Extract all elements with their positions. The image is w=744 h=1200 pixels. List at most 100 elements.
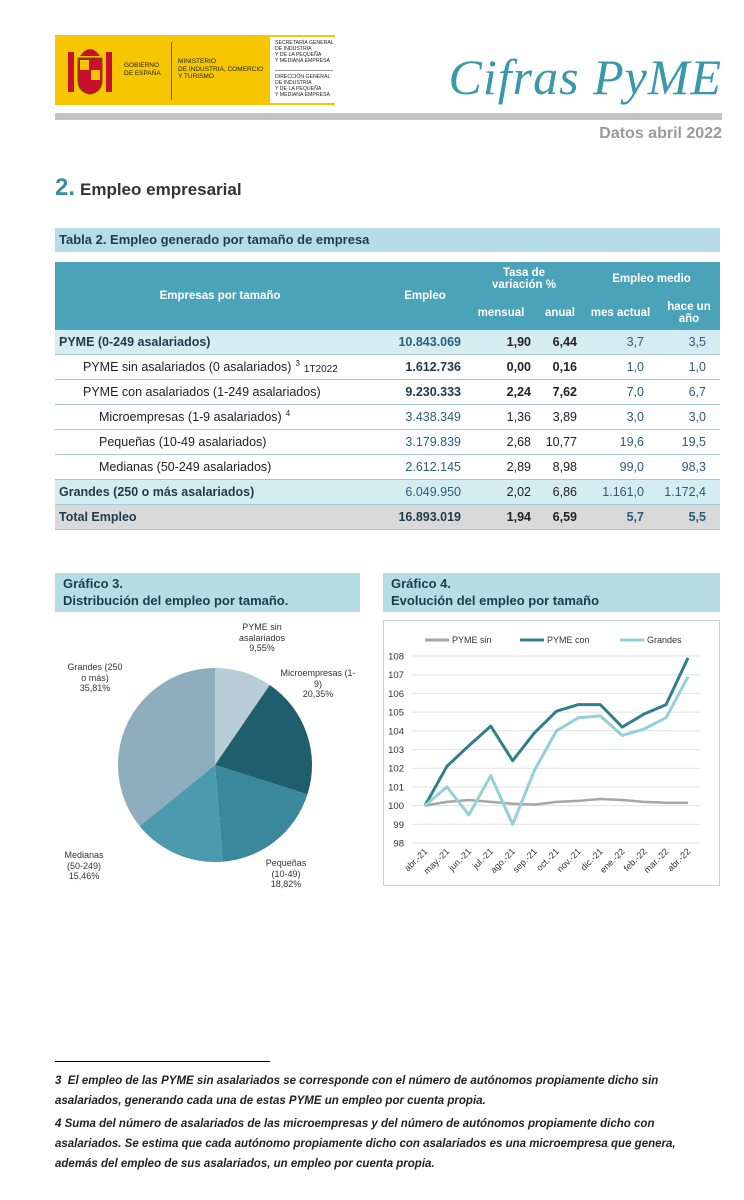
table-cell: 1.172,4 bbox=[658, 479, 720, 505]
table-cell: 3,0 bbox=[583, 404, 658, 430]
table-row: PYME con asalariados (1-249 asalariados)… bbox=[55, 379, 720, 405]
coat-of-arms bbox=[68, 49, 112, 95]
slice-label: Medianas (50-249) 15,46% bbox=[57, 850, 112, 882]
table-cell: 3.179.839 bbox=[385, 429, 465, 455]
pie-slice bbox=[117, 668, 215, 826]
table-cell: 8,98 bbox=[537, 454, 583, 480]
table-cell: 2,68 bbox=[465, 429, 537, 455]
header-cell: mensual bbox=[465, 296, 537, 330]
footnote-text: El empleo de las PYME sin asalariados se… bbox=[55, 1075, 659, 1107]
row-label: Grandes (250 o más asalariados) bbox=[55, 479, 385, 505]
table-cell: 3,0 bbox=[658, 404, 720, 430]
chart-title-line: Distribución del empleo por tamaño. bbox=[63, 593, 289, 608]
row-label: PYME sin asalariados (0 asalariados) 3 1T2… bbox=[55, 354, 385, 380]
table-cell: 3,7 bbox=[583, 330, 658, 355]
separator bbox=[171, 42, 172, 100]
slice-label: Grandes (250 o más) 35,81% bbox=[65, 662, 125, 694]
label-text: Medianas (50-249 asalariados) bbox=[99, 460, 272, 474]
table-cell: 5,7 bbox=[583, 504, 658, 530]
header-cell: mes actual bbox=[583, 296, 658, 330]
footnote-number: 3 bbox=[55, 1075, 62, 1087]
table-cell: 16.893.019 bbox=[385, 504, 465, 530]
logo-line: MINISTERIO bbox=[178, 58, 216, 65]
table-cell: 5,5 bbox=[658, 504, 720, 530]
footnote-rule bbox=[55, 1061, 270, 1062]
table-cell: 6,7 bbox=[658, 379, 720, 405]
table-cell: 6,59 bbox=[537, 504, 583, 530]
logo-line: Y DE LA PEQUEÑA bbox=[275, 86, 322, 92]
logo-line: DIRECCIÓN GENERAL bbox=[275, 74, 331, 80]
logo-line: Y DE LA PEQUEÑA bbox=[275, 52, 322, 58]
table-cell: 10,77 bbox=[537, 429, 583, 455]
header-cell: Empleo medio bbox=[583, 262, 720, 296]
footnote-ref: 3 bbox=[295, 359, 300, 369]
slice-label: PYME sin asalariados 9,55% bbox=[231, 622, 293, 654]
table-cell: 6,44 bbox=[537, 330, 583, 355]
label-text: Pequeñas (10-49 asalariados) bbox=[99, 435, 267, 449]
header-cell: hace un año bbox=[658, 296, 720, 330]
table-cell: 3,89 bbox=[537, 404, 583, 430]
header-cell: Empresas por tamaño bbox=[55, 262, 385, 330]
label-text: Grandes (250 o más asalariados) bbox=[59, 485, 255, 499]
table-cell: 1,90 bbox=[465, 330, 537, 355]
footnote: 3 El empleo de las PYME sin asalariados … bbox=[55, 1071, 720, 1111]
slice-value: 20,35% bbox=[302, 689, 334, 699]
table-cell: 2.612.145 bbox=[385, 454, 465, 480]
table-cell: 19,6 bbox=[583, 429, 658, 455]
footnote-number: 4 bbox=[55, 1118, 62, 1130]
footnote: 4 Suma del número de asalariados de las … bbox=[55, 1114, 720, 1174]
table-cell: 1.612.736 bbox=[385, 354, 465, 380]
row-label: Pequeñas (10-49 asalariados) bbox=[55, 429, 385, 455]
table-row: Microempresas (1-9 asalariados) 4 3.438.34… bbox=[55, 404, 720, 430]
row-label: PYME con asalariados (1-249 asalariados) bbox=[55, 379, 385, 405]
table-cell: 1,36 bbox=[465, 404, 537, 430]
table-row: PYME sin asalariados (0 asalariados) 3 1T2… bbox=[55, 354, 720, 380]
slice-label: Pequeñas (10-49) 18,82% bbox=[259, 858, 314, 890]
row-label: Microempresas (1-9 asalariados) 4 bbox=[55, 404, 385, 430]
label-note: 1T2022 bbox=[303, 363, 338, 375]
table-cell: 2,02 bbox=[465, 479, 537, 505]
row-label: Total Empleo bbox=[55, 504, 385, 530]
header-cell: anual bbox=[537, 296, 583, 330]
pie-slice bbox=[215, 765, 308, 862]
logo-line: DE INDUSTRIA bbox=[275, 80, 312, 86]
slice-value: 35,81% bbox=[79, 683, 111, 693]
slice-value: 15,46% bbox=[68, 871, 100, 881]
table-cell: 7,0 bbox=[583, 379, 658, 405]
table-cell: 3.438.349 bbox=[385, 404, 465, 430]
logo-line: DE ESPAÑA bbox=[124, 69, 161, 77]
pie-slice bbox=[215, 668, 270, 765]
separator bbox=[275, 70, 333, 71]
table-cell: 1,0 bbox=[583, 354, 658, 380]
slice-value: 9,55% bbox=[249, 643, 275, 653]
table-cell: 0,00 bbox=[465, 354, 537, 380]
row-label: PYME (0-249 asalariados) bbox=[55, 330, 385, 355]
table-cell: 99,0 bbox=[583, 454, 658, 480]
table-cell: 2,89 bbox=[465, 454, 537, 480]
table-caption: Tabla 2. Empleo generado por tamaño de e… bbox=[55, 228, 720, 252]
table-cell: 1,94 bbox=[465, 504, 537, 530]
chart-title: Gráfico 4. Evolución del empleo por tama… bbox=[383, 573, 720, 612]
table-cell: 0,16 bbox=[537, 354, 583, 380]
table-body: PYME (0-249 asalariados) 10.843.069 1,90 6,… bbox=[55, 330, 720, 530]
secretariat-name: SECRETARÍA GENERAL DE INDUSTRIA Y DE LA PE… bbox=[275, 40, 334, 64]
table-row: Total Empleo 16.893.019 1,94 6,59 5,7 5,5 bbox=[55, 504, 720, 530]
slice-category: PYME sin asalariados bbox=[238, 622, 286, 643]
chart-title-line: Gráfico 3. bbox=[63, 576, 123, 591]
chart-title-line: Evolución del empleo por tamaño bbox=[391, 593, 600, 608]
section-number: 2. bbox=[55, 174, 76, 201]
logo-line: DE INDUSTRIA bbox=[275, 46, 312, 52]
footnote-text: Suma del número de asalariados de las mi… bbox=[55, 1118, 676, 1170]
table-cell: 19,5 bbox=[658, 429, 720, 455]
row-label: Medianas (50-249 asalariados) bbox=[55, 454, 385, 480]
publication-title: Cifras PyME bbox=[448, 49, 722, 105]
publication-date: Datos abril 2022 bbox=[599, 125, 722, 142]
chart-title-line: Gráfico 4. bbox=[391, 576, 451, 591]
table-row: Pequeñas (10-49 asalariados) 3.179.839 2,6… bbox=[55, 429, 720, 455]
logo-line: DE INDUSTRIA, COMERCIO bbox=[178, 65, 264, 73]
slice-category: Grandes (250 o más) bbox=[67, 662, 123, 683]
footnote-ref: 4 bbox=[285, 409, 291, 419]
slice-category: Microempresas (1-9) bbox=[280, 668, 356, 689]
header-cell: Tasa de variación % bbox=[465, 262, 583, 296]
logo-line: GOBIERNO bbox=[124, 62, 160, 69]
